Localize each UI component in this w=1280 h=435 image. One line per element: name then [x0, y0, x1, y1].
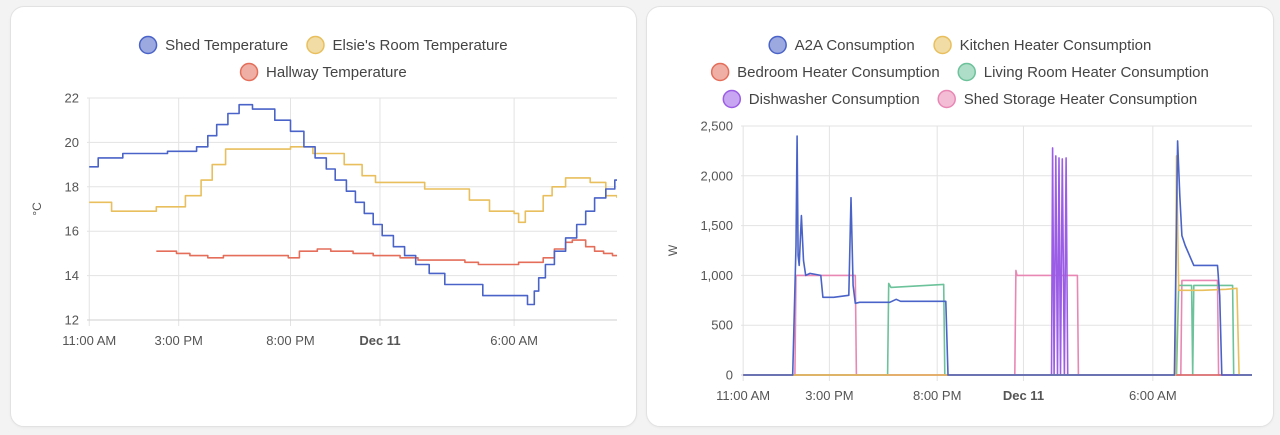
legend-swatch [710, 62, 730, 82]
legend-swatch [957, 62, 976, 82]
legend-label: Elsie's Room Temperature [332, 37, 507, 54]
series-line-elsie-s-room-temperature[interactable] [89, 146, 617, 224]
series-line-hallway-temperature[interactable] [156, 239, 617, 266]
temperature-chart-card: Shed Temperature Elsie's Room Temperature… [10, 6, 637, 427]
y-tick-label: 14 [65, 268, 79, 283]
legend-label: Hallway Temperature [266, 64, 407, 81]
y-axis-unit-label: W [666, 244, 680, 256]
legend-item-elsie-s-room-temperature[interactable]: Elsie's Room Temperature [306, 35, 508, 55]
x-tick-label: Dec 11 [1003, 388, 1044, 403]
legend-item-shed-temperature[interactable]: Shed Temperature [138, 35, 289, 55]
legend-item-hallway-temperature[interactable]: Hallway Temperature [239, 62, 407, 82]
x-tick-label: 11:00 AM [62, 333, 116, 348]
legend-swatch [306, 35, 325, 55]
legend-label: Shed Temperature [165, 37, 288, 54]
legend-label: A2A Consumption [795, 37, 915, 54]
legend-item-dishwasher-consumption[interactable]: Dishwasher Consumption [722, 89, 920, 109]
y-tick-label: 1,000 [700, 268, 733, 283]
legend-item-living-room-heater-consumption[interactable]: Living Room Heater Consumption [957, 62, 1209, 82]
legend-swatch [768, 35, 787, 55]
series-line-shed-storage-heater-consumption[interactable] [743, 269, 1252, 376]
y-tick-label: 12 [65, 313, 79, 328]
legend-label: Shed Storage Heater Consumption [964, 91, 1197, 108]
x-tick-label: 3:00 PM [154, 333, 202, 348]
legend-label: Kitchen Heater Consumption [960, 37, 1152, 54]
series-line-shed-temperature[interactable] [89, 103, 617, 306]
x-tick-label: 6:00 AM [1129, 388, 1177, 403]
x-tick-label: Dec 11 [359, 333, 400, 348]
y-tick-label: 500 [711, 318, 733, 333]
legend-swatch [138, 35, 158, 55]
legend-label: Dishwasher Consumption [749, 91, 920, 108]
series-line-dishwasher-consumption[interactable] [743, 147, 1252, 376]
legend-item-bedroom-heater-consumption[interactable]: Bedroom Heater Consumption [710, 62, 940, 82]
legend-item-shed-storage-heater-consumption[interactable]: Shed Storage Heater Consumption [937, 89, 1197, 109]
legend-swatch [933, 35, 952, 55]
y-tick-label: 2,000 [700, 168, 733, 183]
temperature-chart: Shed Temperature Elsie's Room Temperature… [30, 35, 617, 348]
consumption-chart-card: A2A Consumption Kitchen Heater Consumptio… [646, 6, 1274, 427]
series-line-a2a-consumption[interactable] [743, 135, 1252, 376]
y-tick-label: 20 [65, 135, 79, 150]
y-tick-label: 1,500 [700, 218, 733, 233]
legend-swatch [722, 89, 742, 109]
legend-swatch [937, 89, 956, 109]
legend-label: Bedroom Heater Consumption [737, 64, 940, 81]
x-tick-label: 8:00 PM [266, 333, 314, 348]
x-tick-label: 8:00 PM [913, 388, 961, 403]
x-tick-label: 6:00 AM [490, 333, 538, 348]
series-line-living-room-heater-consumption[interactable] [743, 282, 1252, 376]
y-tick-label: 16 [65, 224, 79, 239]
legend-item-kitchen-heater-consumption[interactable]: Kitchen Heater Consumption [933, 35, 1152, 55]
x-tick-label: 11:00 AM [716, 388, 770, 403]
x-tick-label: 3:00 PM [805, 388, 853, 403]
y-axis-unit-label: °C [30, 202, 44, 216]
y-tick-label: 0 [726, 368, 733, 383]
legend-label: Living Room Heater Consumption [984, 64, 1209, 81]
legend-item-a2a-consumption[interactable]: A2A Consumption [768, 35, 915, 55]
y-tick-label: 18 [65, 179, 79, 194]
y-tick-label: 2,500 [700, 119, 733, 134]
y-tick-label: 22 [65, 91, 79, 106]
legend-swatch [239, 62, 259, 82]
consumption-chart: A2A Consumption Kitchen Heater Consumptio… [666, 35, 1252, 403]
